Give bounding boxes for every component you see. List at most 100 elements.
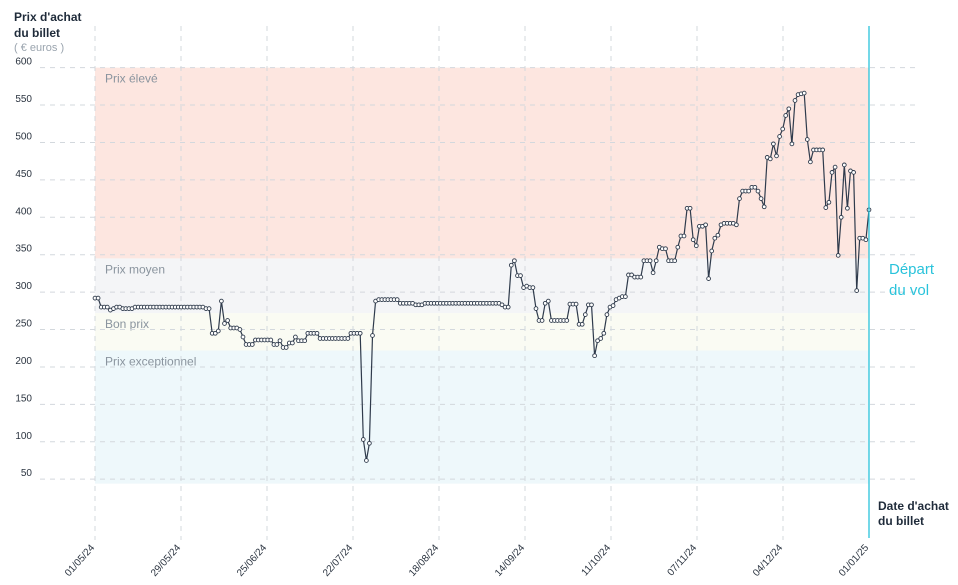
data-point — [542, 300, 548, 306]
data-point — [734, 222, 739, 228]
data-point — [505, 304, 511, 310]
data-point — [314, 330, 320, 336]
data-point — [206, 306, 212, 311]
departure-label-line2: du vol — [889, 282, 929, 299]
data-point — [249, 342, 255, 347]
data-point — [653, 258, 659, 264]
price-zones: Prix élevé Prix moyen Bon prix Prix excepti… — [95, 67, 869, 484]
data-point — [709, 248, 715, 254]
data-point — [357, 330, 363, 336]
data-point — [579, 321, 585, 327]
data-point — [829, 170, 835, 175]
data-point — [595, 338, 600, 344]
data-point — [672, 258, 678, 264]
data-point — [302, 338, 308, 344]
data-point — [629, 272, 634, 278]
data-point — [761, 204, 767, 210]
data-point — [715, 232, 721, 238]
y-tick-label: 600 — [15, 57, 32, 68]
zone-label-2: Bon prix — [105, 317, 149, 331]
y-tick-label: 450 — [15, 169, 32, 180]
x-tick-label: 22/07/24 — [321, 542, 356, 579]
data-point — [712, 235, 718, 241]
data-point — [703, 222, 708, 228]
y-tick-label: 150 — [15, 393, 32, 404]
y-axis-ticks: 50 100 150 200 250 300 350 400 450 500 550 600 — [15, 57, 32, 480]
y-tick-label: 100 — [15, 431, 32, 442]
data-point — [841, 162, 847, 168]
data-point — [518, 273, 523, 278]
data-point — [283, 345, 289, 350]
data-point — [530, 285, 536, 290]
data-point — [212, 330, 218, 336]
x-tick-label: 11/10/24 — [580, 542, 614, 578]
data-point — [789, 141, 795, 147]
data-point — [854, 288, 860, 293]
data-point — [508, 262, 514, 268]
data-point — [767, 156, 773, 162]
data-point — [737, 196, 742, 201]
data-point — [774, 153, 779, 159]
data-point — [832, 164, 838, 170]
data-point — [394, 297, 400, 302]
data-point — [240, 334, 246, 340]
data-point — [746, 188, 752, 194]
data-point — [780, 126, 786, 132]
y-tick-label: 300 — [15, 281, 32, 292]
data-point — [215, 328, 221, 334]
y-tick-label: 250 — [15, 319, 32, 330]
x-axis-ticks: 01/05/24 29/05/24 25/06/24 22/07/24 18/08/24… — [63, 542, 872, 579]
data-point — [823, 205, 829, 210]
data-point — [826, 199, 832, 205]
data-point — [771, 141, 776, 147]
data-point — [663, 246, 668, 252]
data-point — [225, 318, 230, 323]
x-tick-label: 01/05/24 — [63, 542, 98, 579]
data-point — [801, 90, 807, 96]
data-point — [95, 295, 101, 301]
data-point — [706, 276, 711, 281]
data-point — [290, 340, 295, 346]
data-point — [650, 270, 656, 276]
y-axis-unit: ( € euros ) — [14, 42, 64, 54]
data-point — [370, 333, 375, 338]
data-point — [610, 303, 616, 308]
zone-band-3 — [95, 350, 869, 484]
y-tick-label: 350 — [15, 244, 32, 255]
data-point — [623, 294, 628, 299]
x-tick-label: 01/01/25 — [837, 542, 872, 579]
data-point — [539, 318, 545, 323]
zone-label-1: Prix moyen — [105, 262, 165, 276]
data-point — [222, 321, 227, 326]
data-point — [804, 137, 810, 142]
data-point — [758, 196, 764, 201]
data-point — [601, 330, 607, 336]
data-point — [573, 301, 579, 307]
data-point — [589, 302, 594, 308]
data-point — [681, 233, 687, 239]
zone-label-3: Prix exceptionnel — [105, 354, 196, 368]
zone-band-0 — [95, 67, 869, 259]
data-point — [777, 134, 782, 139]
data-point — [364, 458, 369, 463]
data-point — [792, 98, 798, 103]
x-tick-label: 25/06/24 — [235, 542, 270, 579]
x-axis-title-line1: Date d'achat — [878, 499, 949, 513]
y-tick-label: 200 — [15, 356, 32, 367]
price-series — [92, 90, 872, 463]
data-point — [512, 258, 517, 264]
data-point — [598, 336, 604, 341]
data-point — [851, 170, 856, 175]
y-tick-label: 500 — [15, 131, 32, 142]
data-point — [863, 237, 869, 243]
x-tick-label: 18/08/24 — [407, 542, 442, 579]
data-point — [293, 334, 298, 340]
data-point — [219, 298, 224, 304]
data-point — [592, 353, 597, 359]
data-point — [274, 342, 280, 347]
data-point — [345, 336, 351, 341]
data-point — [367, 440, 372, 446]
data-point — [545, 298, 551, 304]
y-axis-title-line1: Prix d'achat — [14, 10, 82, 24]
data-point — [582, 312, 588, 317]
